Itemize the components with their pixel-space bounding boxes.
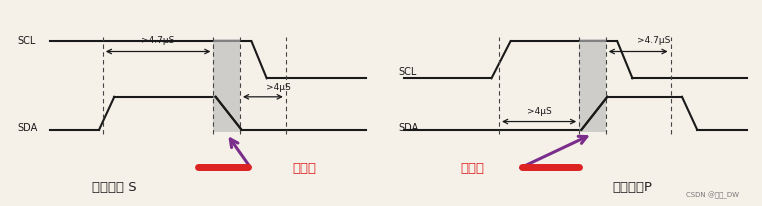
Text: >4.7µS: >4.7µS [637, 36, 670, 45]
Text: CSDN @依点_DW: CSDN @依点_DW [686, 192, 739, 199]
Text: SDA: SDA [18, 123, 38, 133]
Bar [213, 39, 240, 132]
Text: SCL: SCL [18, 36, 36, 46]
Bar [579, 39, 606, 132]
Text: SDA: SDA [399, 123, 419, 133]
Text: 上升沿: 上升沿 [460, 162, 485, 176]
Text: >4µS: >4µS [266, 83, 290, 92]
Text: SCL: SCL [399, 67, 417, 77]
Text: 终止信号P: 终止信号P [613, 181, 652, 194]
Text: >4.7µS: >4.7µS [142, 36, 174, 45]
Text: >4µS: >4µS [527, 107, 552, 116]
Text: 起始信号 S: 起始信号 S [92, 181, 136, 194]
Text: 下降沿: 下降沿 [293, 162, 317, 176]
